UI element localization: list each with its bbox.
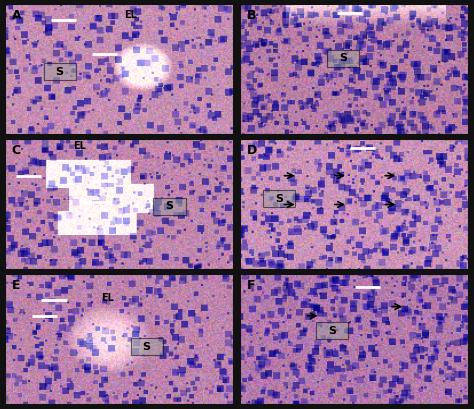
Text: C: C <box>11 144 21 157</box>
Text: A: A <box>11 9 21 22</box>
Text: D: D <box>247 144 257 157</box>
Text: S: S <box>328 326 336 336</box>
Text: EL: EL <box>101 292 114 303</box>
Text: S: S <box>165 202 173 211</box>
Text: EL: EL <box>124 9 137 20</box>
Text: S: S <box>339 54 347 63</box>
Text: EL: EL <box>73 141 86 151</box>
Bar <box>44 63 76 80</box>
Text: S: S <box>143 342 151 352</box>
Text: E: E <box>11 279 20 292</box>
Text: S: S <box>55 67 64 76</box>
Bar <box>154 198 185 215</box>
Bar <box>328 50 359 67</box>
Bar <box>264 190 295 207</box>
Text: S: S <box>275 193 283 204</box>
Bar <box>316 322 348 339</box>
Text: B: B <box>247 9 257 22</box>
Text: F: F <box>247 279 256 292</box>
Bar <box>131 338 163 355</box>
